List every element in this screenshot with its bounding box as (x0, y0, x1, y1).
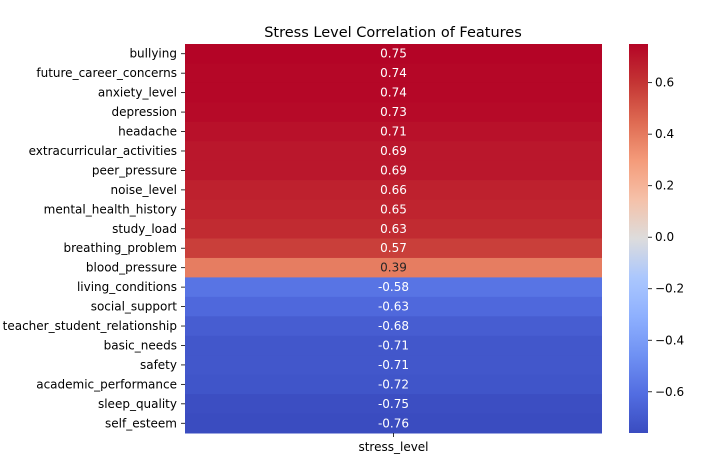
cell-value-label: -0.75 (378, 397, 409, 411)
row-tick-label: bullying (129, 47, 177, 61)
cell-value-label: 0.39 (380, 261, 407, 275)
heatmap-cell (185, 160, 602, 181)
cell-value-label: -0.58 (378, 280, 409, 294)
cell-value-label: 0.57 (380, 241, 407, 255)
row-tick-label: study_load (112, 222, 177, 236)
colorbar-tick-label: −0.4 (655, 333, 684, 347)
row-tick-label: breathing_problem (63, 241, 177, 255)
colorbar-tick-label: −0.6 (655, 385, 684, 399)
heatmap-cell (185, 121, 602, 142)
row-tick-label: mental_health_history (44, 202, 177, 216)
row-tick-label: teacher_student_relationship (3, 319, 177, 333)
cell-value-label: 0.74 (380, 86, 407, 100)
colorbar-tick-label: −0.2 (655, 282, 684, 296)
cell-value-label: -0.71 (378, 358, 409, 372)
heatmap-cell (185, 102, 602, 123)
row-tick-label: safety (140, 358, 177, 372)
row-tick-label: noise_level (111, 183, 177, 197)
cell-value-label: 0.63 (380, 222, 407, 236)
heatmap-cell (185, 413, 602, 434)
cell-value-label: 0.73 (380, 105, 407, 119)
cell-value-label: 0.69 (380, 144, 407, 158)
heatmap-cell (185, 257, 602, 278)
colorbar-tick-label: 0.2 (655, 179, 674, 193)
row-tick-label: peer_pressure (92, 163, 177, 177)
cell-value-label: 0.74 (380, 66, 407, 80)
cell-value-label: 0.66 (380, 183, 407, 197)
colorbar-tick-label: 0.0 (655, 230, 674, 244)
cell-value-label: -0.76 (378, 416, 409, 430)
heatmap-cell (185, 355, 602, 376)
row-tick-label: anxiety_level (98, 86, 177, 100)
cell-value-label: -0.72 (378, 377, 409, 391)
row-tick-label: sleep_quality (98, 397, 177, 411)
cell-value-label: 0.71 (380, 125, 407, 139)
row-tick-label: self_esteem (105, 416, 177, 430)
chart-title: Stress Level Correlation of Features (264, 25, 522, 41)
heatmap-cell (185, 374, 602, 395)
heatmap-cell (185, 199, 602, 220)
heatmap-cell (185, 141, 602, 162)
row-tick-label: depression (112, 105, 177, 119)
heatmap-cell (185, 63, 602, 84)
row-tick-label: social_support (91, 300, 178, 314)
heatmap-cell (185, 238, 602, 259)
column-tick-label: stress_level (358, 440, 428, 454)
row-tick-label: extracurricular_activities (29, 144, 177, 158)
heatmap-cell (185, 219, 602, 239)
colorbar-tick-label: 0.4 (655, 127, 674, 141)
row-tick-label: blood_pressure (86, 261, 177, 275)
colorbar: 0.6 0.4 0.2 0.0 −0.2 −0.4 −0.6 (629, 44, 684, 433)
heatmap-cell (185, 335, 602, 356)
colorbar-tick-label: 0.6 (655, 76, 674, 90)
cell-value-label: 0.75 (380, 47, 407, 61)
heatmap-cell (185, 277, 602, 298)
colorbar-gradient (629, 44, 648, 433)
row-tick-label: future_career_concerns (36, 66, 177, 80)
row-tick-label: academic_performance (36, 377, 177, 391)
heatmap-cell (185, 82, 602, 103)
heatmap-cell (185, 44, 602, 64)
cell-value-label: 0.65 (380, 202, 407, 216)
heatmap-cell (185, 180, 602, 201)
heatmap-cells: 0.75 0.74 0.74 0.73 0.71 0.69 0.69 0.66 0.65 0.63… (185, 44, 602, 434)
cell-value-label: -0.63 (378, 300, 409, 314)
cell-value-label: -0.68 (378, 319, 409, 333)
row-tick-label: headache (118, 125, 177, 139)
heatmap-cell (185, 394, 602, 415)
heatmap-cell (185, 316, 602, 337)
column-tick-labels: stress_level (358, 433, 429, 454)
cell-value-label: -0.71 (378, 338, 409, 352)
row-tick-label: living_conditions (77, 280, 177, 294)
heatmap-cell (185, 296, 602, 317)
row-tick-labels: bullying future_career_concerns anxiety_le… (3, 47, 185, 430)
row-tick-label: basic_needs (104, 338, 177, 352)
cell-value-label: 0.69 (380, 163, 407, 177)
